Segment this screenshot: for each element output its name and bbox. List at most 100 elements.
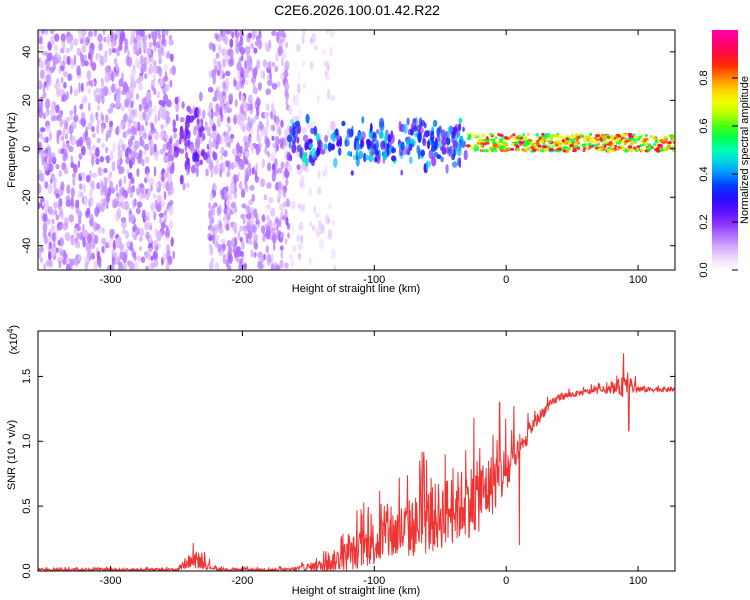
spectrogram-cell <box>216 116 222 128</box>
spectrogram-cell <box>403 123 408 134</box>
spectrogram-cell <box>204 120 208 132</box>
spectrogram-cell <box>52 175 56 182</box>
spectrogram-cell <box>540 148 544 152</box>
spectrogram-cell <box>58 66 61 74</box>
spectrogram-cell <box>271 30 277 36</box>
spectrogram-cell <box>88 189 93 198</box>
spectrogram-cell <box>227 126 232 132</box>
spectrogram-cell <box>151 85 155 92</box>
spectrogram-cell <box>98 42 103 52</box>
spectrogram-cell <box>63 81 67 89</box>
spectrogram-cell <box>318 238 324 250</box>
spectrogram-cell <box>278 203 285 211</box>
spectrogram-cell <box>91 133 96 138</box>
spectrogram-cell <box>553 134 559 138</box>
spectrogram-cell <box>291 225 295 236</box>
spectrogram-cell <box>117 44 123 52</box>
spectrogram-cell <box>91 126 95 133</box>
spectrogram-cell <box>152 193 157 199</box>
spectrogram-cell <box>415 124 421 133</box>
spectrogram-cell <box>88 48 95 56</box>
spectrogram-cell <box>616 147 620 151</box>
spectrogram-cell <box>138 183 144 189</box>
spectrogram-cell <box>278 45 283 56</box>
spectrogram-cell <box>504 143 508 147</box>
spectrogram-cell <box>257 82 262 91</box>
spectrogram-cell <box>274 182 279 191</box>
snr-multiplier-base: (x10 <box>8 333 20 354</box>
spectrogram-cell <box>216 84 222 91</box>
spectrogram-cell <box>216 158 220 168</box>
snr-ytick-label: 1.5 <box>21 369 33 384</box>
spectrogram-cell <box>274 147 277 155</box>
spectrogram-cell <box>292 244 296 252</box>
spectrogram-cell <box>55 104 60 114</box>
colorbar-tick-label: 0.2 <box>698 214 710 229</box>
spectrogram-cell <box>96 250 101 260</box>
spectrogram-cell <box>350 170 354 176</box>
spectrogram-cell <box>210 257 215 264</box>
spectrogram-cell <box>162 252 167 262</box>
snr-ytick-label: 0.5 <box>21 498 33 513</box>
spectrogram-cell <box>623 147 626 151</box>
colorbar-tick-label: 0.4 <box>698 166 710 181</box>
spectrogram-cell <box>131 185 135 193</box>
spectrogram-cell <box>45 98 51 110</box>
spectrogram-cell <box>53 209 58 216</box>
spectrogram-cell <box>669 134 674 138</box>
spectrogram-cell <box>172 127 178 133</box>
spectrogram-cell <box>154 199 158 210</box>
spectrogram-cell <box>284 88 289 97</box>
spectrogram-cell <box>159 78 164 87</box>
spectrogram-cell <box>217 91 223 102</box>
spectrogram-cell <box>38 30 41 38</box>
spectrogram-cell <box>125 230 129 240</box>
spectrogram-cell <box>331 219 336 226</box>
spectrogram-cell <box>78 32 83 41</box>
spectrogram-cell <box>239 46 246 56</box>
spectrogram-cell <box>82 95 88 104</box>
spectrogram-cell <box>269 227 276 234</box>
spectrogram-cell <box>271 82 278 90</box>
spectrogram-cell <box>89 115 95 125</box>
spectrogram-cell <box>100 198 104 205</box>
spectrogram-cell <box>230 56 235 67</box>
colorbar-tick-label: 0.0 <box>698 262 710 277</box>
spectrogram-cell <box>272 163 276 171</box>
spectrogram-cell <box>115 237 121 248</box>
spectrogram-cell <box>153 131 160 141</box>
spectrogram-cell <box>184 141 188 152</box>
spectrogram-cell <box>245 121 252 132</box>
spectrogram-cell <box>109 181 113 189</box>
spectrogram-cell <box>504 136 508 140</box>
spectrogram-cell <box>458 143 463 149</box>
spectrogram-cell <box>58 197 63 207</box>
spectrogram-cell <box>118 188 122 198</box>
spectrogram-cell <box>53 44 59 52</box>
spectrogram-cell <box>265 88 272 95</box>
spectrogram-cell <box>111 47 117 54</box>
spectrogram-cell <box>92 144 96 151</box>
spectrogram-cell <box>619 145 624 149</box>
spectrogram-cell <box>640 148 645 152</box>
spectrogram-cell <box>541 145 548 149</box>
spectrogram-cell <box>50 246 56 258</box>
spectrogram-cell <box>630 140 636 144</box>
spectrogram-cell <box>143 149 147 156</box>
spectrogram-cell <box>584 143 587 147</box>
spectrogram-cell <box>57 239 62 246</box>
spectrogram-cell <box>458 117 463 124</box>
spectrogram-cell <box>290 200 296 210</box>
spectrogram-cell <box>315 133 320 142</box>
spectrogram-cell <box>123 200 130 211</box>
spectrogram-cell <box>299 180 303 189</box>
spectrogram-cell <box>51 224 54 232</box>
spectrogram-cell <box>268 197 274 204</box>
spectrogram-cell <box>290 118 293 125</box>
spectrogram-cell <box>574 141 579 145</box>
spectrogram-cell <box>398 120 402 132</box>
spectrogram-cell <box>663 135 668 140</box>
spectrogram-cell <box>56 82 61 90</box>
spectrogram-cell <box>482 138 486 142</box>
spectrogram-cell <box>344 136 349 142</box>
